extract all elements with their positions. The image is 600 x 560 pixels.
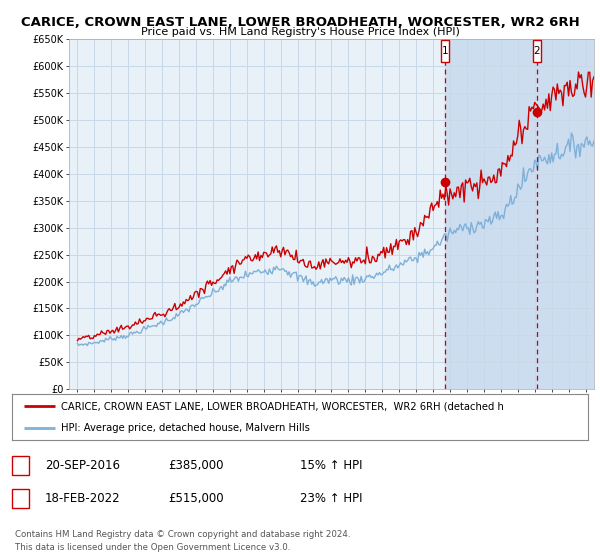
FancyBboxPatch shape — [442, 40, 449, 62]
Text: 20-SEP-2016: 20-SEP-2016 — [45, 459, 120, 473]
Text: 1: 1 — [17, 459, 24, 473]
Text: £385,000: £385,000 — [168, 459, 224, 473]
Text: CARICE, CROWN EAST LANE, LOWER BROADHEATH, WORCESTER, WR2 6RH: CARICE, CROWN EAST LANE, LOWER BROADHEAT… — [20, 16, 580, 29]
FancyBboxPatch shape — [533, 40, 541, 62]
Text: 18-FEB-2022: 18-FEB-2022 — [45, 492, 121, 505]
Text: 2: 2 — [17, 492, 24, 505]
Text: 23% ↑ HPI: 23% ↑ HPI — [300, 492, 362, 505]
Text: 2: 2 — [533, 46, 540, 56]
Text: HPI: Average price, detached house, Malvern Hills: HPI: Average price, detached house, Malv… — [61, 423, 310, 433]
Bar — [445, 39, 594, 389]
Text: Contains HM Land Registry data © Crown copyright and database right 2024.: Contains HM Land Registry data © Crown c… — [15, 530, 350, 539]
Text: CARICE, CROWN EAST LANE, LOWER BROADHEATH, WORCESTER,  WR2 6RH (detached h: CARICE, CROWN EAST LANE, LOWER BROADHEAT… — [61, 401, 504, 411]
Text: 15% ↑ HPI: 15% ↑ HPI — [300, 459, 362, 473]
Text: 1: 1 — [442, 46, 449, 56]
Text: Price paid vs. HM Land Registry's House Price Index (HPI): Price paid vs. HM Land Registry's House … — [140, 27, 460, 37]
Text: This data is licensed under the Open Government Licence v3.0.: This data is licensed under the Open Gov… — [15, 543, 290, 552]
Text: £515,000: £515,000 — [168, 492, 224, 505]
